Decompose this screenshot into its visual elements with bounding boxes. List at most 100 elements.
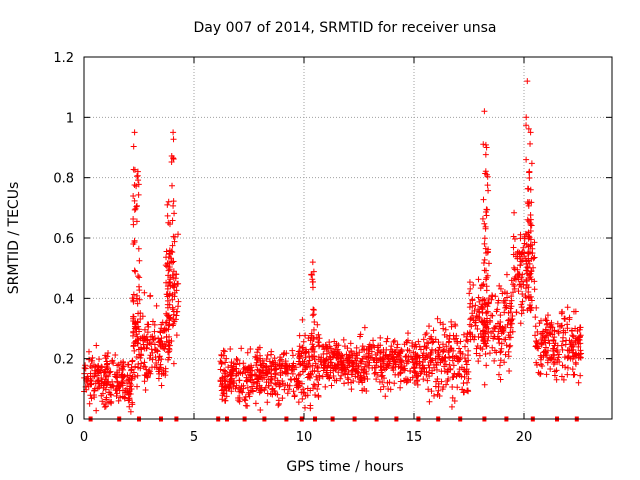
data-point [96, 384, 103, 391]
data-point [413, 373, 420, 380]
data-point [228, 375, 235, 382]
data-point [394, 341, 401, 348]
data-point [373, 376, 380, 383]
data-point [475, 358, 482, 365]
data-point [131, 347, 138, 354]
data-point [304, 363, 311, 370]
data-point [518, 310, 525, 317]
data-point [166, 354, 173, 361]
data-point [481, 235, 488, 242]
data-point [289, 347, 296, 354]
data-point [272, 363, 279, 370]
data-point [256, 382, 263, 389]
data-point [268, 366, 275, 373]
data-point [129, 399, 136, 406]
data-point [475, 306, 482, 313]
data-point [135, 181, 142, 188]
data-point [302, 404, 309, 411]
data-point [501, 309, 508, 316]
data-point [476, 352, 483, 359]
data-point [175, 231, 182, 238]
data-point [296, 332, 303, 339]
data-point [527, 249, 534, 256]
data-point [130, 192, 137, 199]
data-point [569, 349, 576, 356]
data-point [524, 263, 531, 270]
data-point [547, 324, 554, 331]
data-point [417, 346, 424, 353]
data-point [361, 375, 368, 382]
data-point [391, 337, 398, 344]
data-point [291, 376, 298, 383]
data-point [164, 349, 171, 356]
data-point [420, 376, 427, 383]
data-point [277, 369, 284, 376]
data-point [471, 307, 478, 314]
data-point [534, 343, 541, 350]
data-point [219, 380, 226, 387]
data-point [420, 336, 427, 343]
data-point [107, 368, 114, 375]
data-point [430, 327, 437, 334]
data-point [531, 254, 538, 261]
data-point [163, 263, 170, 270]
data-point [230, 360, 237, 367]
data-point [441, 358, 448, 365]
data-point [146, 368, 153, 375]
data-point [158, 335, 165, 342]
data-point [143, 345, 150, 352]
data-point [502, 304, 509, 311]
data-point [242, 369, 249, 376]
data-point [120, 358, 127, 365]
data-point [571, 371, 578, 378]
data-point [221, 348, 228, 355]
data-point [314, 376, 321, 383]
data-point [519, 290, 526, 297]
data-point [503, 271, 510, 278]
data-point [543, 321, 550, 328]
data-point [311, 367, 318, 374]
data-point [166, 292, 173, 299]
data-point [426, 373, 433, 380]
data-point [501, 289, 508, 296]
data-point [132, 363, 139, 370]
data-point [299, 368, 306, 375]
data-point [336, 358, 343, 365]
data-point [118, 365, 125, 372]
data-point [504, 321, 511, 328]
data-point [133, 218, 140, 225]
data-point [415, 338, 422, 345]
data-point [338, 352, 345, 359]
data-point [151, 328, 158, 335]
data-point [481, 220, 488, 227]
data-point [315, 339, 322, 346]
data-point [503, 304, 510, 311]
data-point [577, 354, 584, 361]
data-point [136, 296, 143, 303]
data-point [546, 330, 553, 337]
data-point [474, 342, 481, 349]
data-point [142, 372, 149, 379]
data-point [296, 355, 303, 362]
data-point [310, 268, 317, 275]
data-point [249, 387, 256, 394]
data-point [330, 373, 337, 380]
data-point [130, 166, 137, 173]
data-point [299, 344, 306, 351]
data-point [319, 373, 326, 380]
data-point [397, 361, 404, 368]
data-point [273, 381, 280, 388]
data-point [498, 345, 505, 352]
data-point [397, 369, 404, 376]
data-point [251, 371, 258, 378]
data-point [123, 377, 130, 384]
data-point [104, 365, 111, 372]
data-point [448, 323, 455, 330]
data-point [412, 350, 419, 357]
data-point [564, 325, 571, 332]
data-point [516, 253, 523, 260]
data-point [141, 326, 148, 333]
data-point [129, 373, 136, 380]
data-point [423, 330, 430, 337]
data-point [274, 377, 281, 384]
